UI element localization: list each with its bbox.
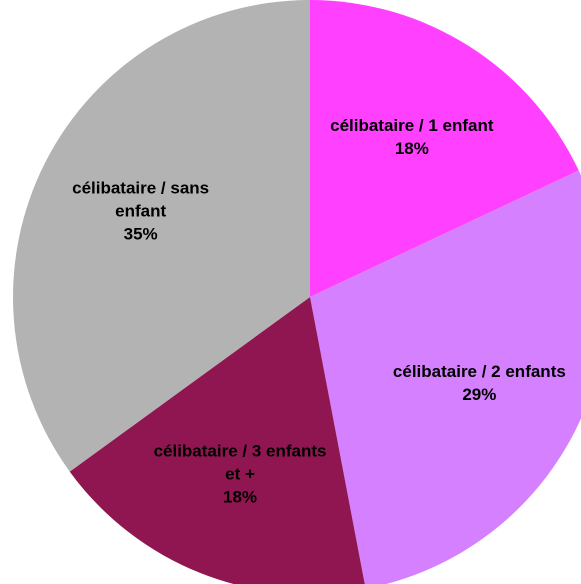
- value-label: 18%: [394, 138, 429, 158]
- category-label: célibataire / sans enfant: [72, 178, 210, 221]
- pie-slice: [13, 0, 310, 472]
- pie-slice: [310, 170, 581, 584]
- category-label: célibataire / 3 enfants et +: [153, 441, 327, 484]
- value-label: 29%: [462, 385, 497, 405]
- pie-slice: [69, 297, 365, 584]
- value-label: 18%: [223, 487, 258, 507]
- slice-label: célibataire / 2 enfants 29%: [389, 360, 569, 406]
- slice-label: célibataire / sans enfant 35%: [51, 176, 231, 245]
- pie-slice: [310, 0, 579, 297]
- value-label: 35%: [123, 224, 158, 244]
- category-label: célibataire / 1 enfant: [330, 115, 494, 135]
- slice-label: célibataire / 1 enfant 18%: [322, 114, 502, 160]
- category-label: célibataire / 2 enfants: [392, 362, 566, 382]
- slice-label: célibataire / 3 enfants et + 18%: [150, 439, 330, 508]
